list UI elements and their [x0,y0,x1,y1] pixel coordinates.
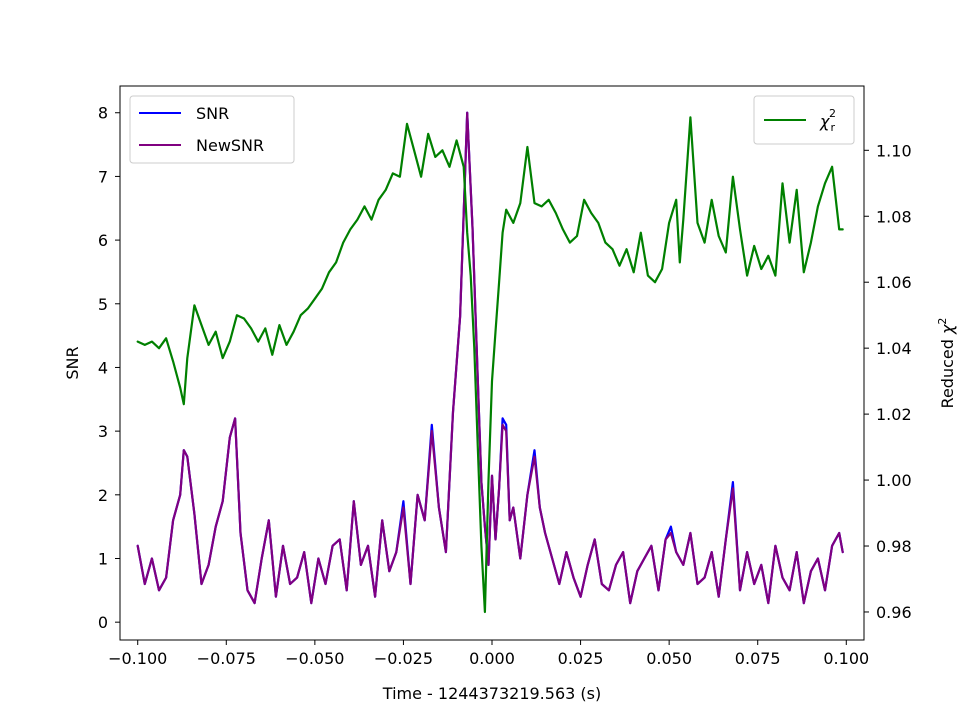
y-axis-left: 0 1 2 3 4 5 6 7 8 [98,104,120,632]
y-left-tick-label: 7 [98,167,108,186]
y-axis-right-label-sup: 2 [936,318,949,325]
series-line-chi2 [136,116,844,614]
legend-label-chi2-sup: 2 [829,107,836,120]
x-axis-label: Time - 1244373219.563 (s) [382,684,601,703]
y-left-tick-label: 1 [98,549,108,568]
y-left-tick-label: 8 [98,104,108,123]
legend-label-chi2-chi: χ [819,112,830,131]
plot-area [136,111,844,614]
y-axis-right-label-text: Reduced [938,334,957,408]
x-tick-label: 0.100 [823,649,869,668]
series-line-newsnr [136,111,844,605]
y-axis-left-label: SNR [63,346,82,379]
y-right-tick-label: 0.96 [876,603,912,622]
legend-label-snr: SNR [196,104,229,123]
x-axis: −0.100 −0.075 −0.050 −0.025 0.000 0.025 0.050 0… [108,640,869,668]
y-right-tick-label: 1.10 [876,141,912,160]
x-tick-label: −0.100 [108,649,167,668]
x-tick-label: −0.025 [374,649,433,668]
legend-label-chi2-sub: r [830,121,835,134]
legend-left: SNR NewSNR [129,95,295,164]
legend-label-newsnr: NewSNR [196,136,264,155]
x-tick-label: −0.050 [285,649,344,668]
y-right-tick-label: 1.04 [876,339,912,358]
y-axis-right: 0.96 0.98 1.00 1.02 1.04 1.06 1.08 1.10 [864,141,912,622]
y-left-tick-label: 3 [98,422,108,441]
y-right-tick-label: 1.02 [876,405,912,424]
x-tick-label: 0.025 [558,649,604,668]
y-right-tick-label: 1.00 [876,471,912,490]
y-left-tick-label: 0 [98,613,108,632]
y-left-tick-label: 6 [98,231,108,250]
y-right-tick-label: 1.06 [876,273,912,292]
y-right-tick-label: 1.08 [876,207,912,226]
x-tick-label: −0.075 [197,649,256,668]
legend-label-chi2: χr2 [819,107,836,134]
y-left-tick-label: 4 [98,358,108,377]
y-left-tick-label: 5 [98,295,108,314]
y-left-tick-label: 2 [98,486,108,505]
y-right-tick-label: 0.98 [876,537,912,556]
x-tick-label: 0.000 [469,649,515,668]
x-tick-label: 0.050 [646,649,692,668]
legend-right: χr2 [753,95,855,145]
y-axis-right-label-chi: χ [938,324,957,335]
y-axis-right-label: Reduced χ2 [936,318,957,409]
x-tick-label: 0.075 [735,649,781,668]
